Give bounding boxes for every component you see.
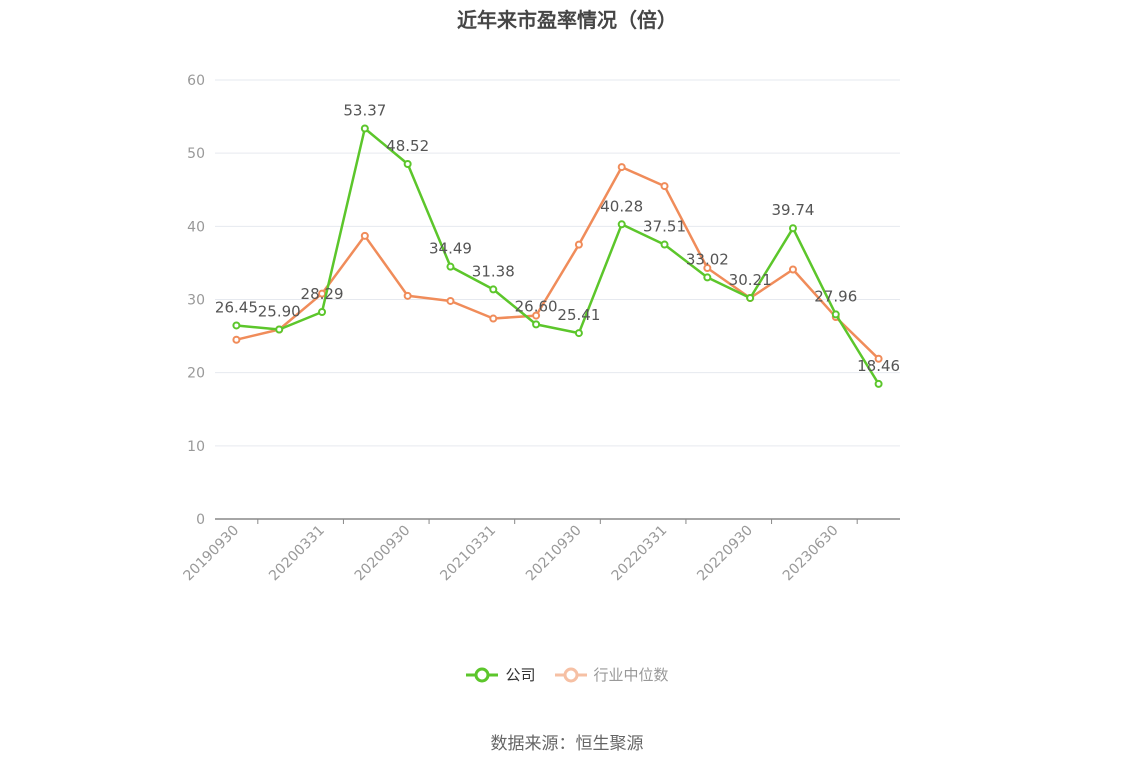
data-label: 48.52 [386, 137, 429, 155]
x-tick-label: 20210930 [523, 523, 585, 585]
data-label: 30.21 [729, 271, 772, 289]
data-point-0[interactable] [574, 329, 583, 338]
data-point-0[interactable] [617, 220, 626, 229]
data-label: 25.90 [258, 302, 301, 320]
data-point-0[interactable] [874, 379, 883, 388]
data-point-1[interactable] [232, 335, 241, 344]
legend-item-company[interactable]: 公司 [465, 664, 536, 685]
data-point-1[interactable] [360, 231, 369, 240]
data-label: 27.96 [814, 287, 857, 305]
data-point-1[interactable] [446, 296, 455, 305]
data-label: 53.37 [343, 102, 386, 120]
data-label: 26.45 [215, 298, 258, 316]
data-point-0[interactable] [446, 262, 455, 271]
data-point-0[interactable] [360, 124, 369, 133]
data-point-1[interactable] [788, 265, 797, 274]
legend-marker-company-icon [466, 667, 499, 682]
data-label: 37.51 [643, 218, 686, 236]
data-point-1[interactable] [874, 354, 883, 363]
x-tick-label: 20190930 [181, 523, 243, 585]
grid-lines [215, 79, 900, 447]
data-point-0[interactable] [489, 285, 498, 294]
data-point-0[interactable] [232, 321, 241, 330]
data-point-0[interactable] [831, 310, 840, 319]
x-axis: 20190930 20200331 20200930 20210331 20210930… [181, 518, 900, 585]
x-tick-label: 20220930 [694, 523, 756, 585]
data-label: 33.02 [686, 250, 729, 268]
data-point-1[interactable] [617, 163, 626, 172]
data-label: 26.60 [515, 297, 558, 315]
data-point-0[interactable] [746, 293, 755, 302]
data-point-1[interactable] [703, 264, 712, 273]
data-point-1[interactable] [403, 291, 412, 300]
legend-label-industry-median: 行业中位数 [593, 666, 669, 684]
y-tick-label: 40 [187, 219, 205, 235]
data-label: 39.74 [771, 201, 814, 219]
x-tick-label: 20210331 [437, 523, 499, 585]
y-tick-label: 0 [196, 512, 205, 528]
legend: 公司 行业中位数 [0, 664, 1134, 685]
data-label: 31.38 [472, 262, 515, 280]
data-label: 40.28 [600, 197, 643, 215]
data-label: 28.29 [301, 285, 344, 303]
data-point-1[interactable] [532, 311, 541, 320]
data-point-0[interactable] [403, 159, 412, 168]
y-tick-label: 50 [187, 146, 205, 162]
legend-label-company: 公司 [505, 666, 536, 684]
x-tick-label: 20230630 [780, 523, 842, 585]
y-axis-ticks: 0 10 20 30 40 50 60 [187, 73, 205, 528]
data-point-0[interactable] [532, 320, 541, 329]
data-point-1[interactable] [489, 314, 498, 323]
data-label: 25.41 [557, 306, 600, 324]
y-tick-label: 60 [187, 73, 205, 89]
y-tick-label: 30 [187, 293, 205, 309]
x-tick-label: 20220331 [609, 523, 671, 585]
data-point-1[interactable] [574, 240, 583, 249]
data-label: 34.49 [429, 240, 472, 258]
x-tick-label: 20200930 [352, 523, 414, 585]
data-source: 数据来源：恒生聚源 [490, 734, 644, 754]
chart-title: 近年来市盈率情况（倍） [457, 8, 677, 32]
series-lines [232, 124, 883, 388]
data-point-0[interactable] [275, 325, 284, 334]
y-tick-label: 10 [187, 439, 205, 455]
series-line-1 [236, 165, 880, 360]
data-point-0[interactable] [660, 240, 669, 249]
legend-marker-industry-median-icon [554, 667, 587, 682]
data-point-1[interactable] [660, 182, 669, 191]
data-point-0[interactable] [788, 224, 797, 233]
legend-item-industry-median[interactable]: 行业中位数 [554, 664, 669, 685]
y-tick-label: 20 [187, 366, 205, 382]
data-point-0[interactable] [703, 273, 712, 282]
x-tick-label: 20200331 [266, 523, 328, 585]
data-label: 18.46 [857, 357, 900, 375]
series-line-0 [236, 127, 880, 385]
data-point-0[interactable] [318, 308, 327, 317]
